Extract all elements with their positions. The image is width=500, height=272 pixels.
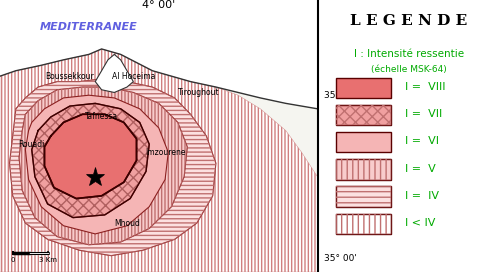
Text: Al Hoceima: Al Hoceima: [112, 72, 155, 81]
Text: Boussekkour: Boussekkour: [46, 72, 94, 81]
Text: Rouadi: Rouadi: [18, 140, 45, 149]
Polygon shape: [19, 87, 188, 245]
Polygon shape: [0, 0, 318, 109]
FancyBboxPatch shape: [336, 214, 390, 234]
Text: I < IV: I < IV: [405, 218, 436, 228]
FancyBboxPatch shape: [336, 186, 390, 207]
Text: MEDITERRANEE: MEDITERRANEE: [40, 22, 138, 32]
Polygon shape: [26, 95, 169, 234]
Text: (échelle MSK-64): (échelle MSK-64): [371, 65, 446, 74]
Polygon shape: [10, 79, 216, 256]
Polygon shape: [0, 82, 318, 272]
Polygon shape: [95, 54, 134, 92]
Text: 4° 00': 4° 00': [142, 0, 176, 10]
Polygon shape: [32, 103, 149, 218]
Polygon shape: [0, 49, 318, 272]
Text: I =  VIII: I = VIII: [405, 82, 446, 92]
Text: Tiroughout: Tiroughout: [178, 88, 219, 97]
Text: I =  VII: I = VII: [405, 109, 442, 119]
Text: I : Intensité ressentie: I : Intensité ressentie: [354, 49, 464, 59]
Text: I =  IV: I = IV: [405, 191, 439, 201]
Text: 35° 00': 35° 00': [324, 254, 356, 263]
Text: Mhoud: Mhoud: [114, 218, 140, 228]
FancyBboxPatch shape: [336, 159, 390, 180]
Text: I =  VI: I = VI: [405, 137, 439, 146]
Polygon shape: [44, 114, 136, 199]
Text: 35° 15': 35° 15': [324, 91, 356, 100]
Text: 0: 0: [10, 257, 15, 263]
Text: I =  V: I = V: [405, 164, 436, 174]
Text: 3 Km: 3 Km: [38, 257, 56, 263]
Text: Imzourene: Imzourene: [145, 148, 186, 157]
FancyBboxPatch shape: [336, 78, 390, 98]
Polygon shape: [0, 0, 318, 82]
Text: Tafnessa: Tafnessa: [85, 112, 118, 122]
FancyBboxPatch shape: [336, 132, 390, 152]
Text: L E G E N D E: L E G E N D E: [350, 14, 468, 27]
FancyBboxPatch shape: [336, 105, 390, 125]
